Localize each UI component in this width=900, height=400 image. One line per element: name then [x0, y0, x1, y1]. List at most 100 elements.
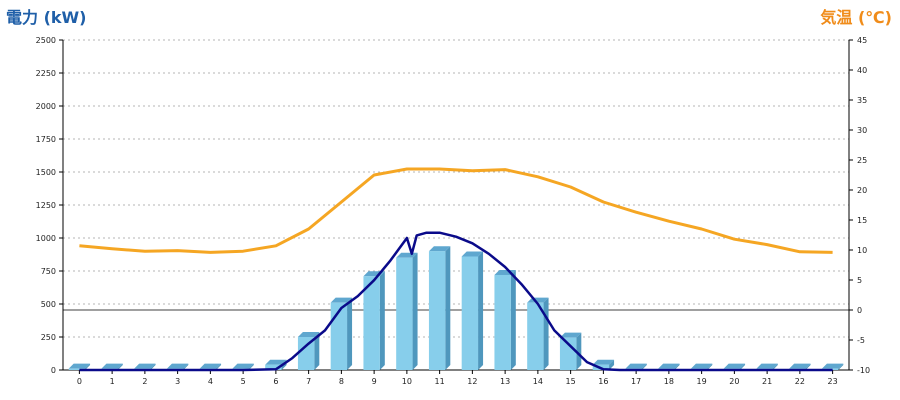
right-tick-label-6: 20 [857, 186, 867, 195]
x-tick-label-3: 3 [175, 377, 180, 386]
bar-side-10 [412, 252, 418, 370]
right-tick-label-9: 35 [857, 96, 867, 105]
left-tick-label-7: 1750 [36, 135, 56, 144]
bar-top-11 [428, 246, 451, 252]
left-tick-label-10: 2500 [36, 36, 56, 45]
bar-side-15 [576, 332, 582, 370]
x-tick-label-16: 16 [598, 377, 608, 386]
bar-side-17 [641, 363, 647, 370]
right-tick-label-1: -5 [857, 336, 865, 345]
bar-side-23 [838, 363, 844, 370]
bar-front-7 [297, 337, 315, 370]
bar-top-5 [232, 363, 254, 369]
bar-top-0 [68, 363, 91, 369]
bar-9 [363, 271, 385, 370]
x-tick-label-2: 2 [142, 377, 147, 386]
bar-side-2 [150, 363, 156, 370]
x-tick-label-17: 17 [631, 377, 641, 386]
bar-top-19 [690, 363, 713, 369]
x-tick-label-8: 8 [339, 377, 344, 386]
x-tick-label-13: 13 [500, 377, 510, 386]
right-tick-label-3: 5 [857, 276, 862, 285]
x-tick-label-1: 1 [110, 377, 115, 386]
x-tick-label-14: 14 [533, 377, 543, 386]
x-tick-label-15: 15 [566, 377, 576, 386]
bar-side-14 [543, 297, 549, 370]
bar-side-11 [445, 246, 451, 370]
x-tick-label-7: 7 [306, 377, 311, 386]
left-tick-label-8: 2000 [36, 102, 56, 111]
bar-top-3 [166, 363, 189, 369]
bar-top-15 [559, 332, 582, 338]
bar-12 [461, 251, 484, 370]
bar-11 [428, 246, 451, 370]
bar-7 [297, 332, 320, 370]
left-tick-label-4: 1000 [36, 234, 56, 243]
bar-top-23 [821, 363, 844, 369]
bar-side-5 [248, 363, 254, 370]
left-tick-label-6: 1500 [36, 168, 56, 177]
bar-side-18 [674, 363, 680, 370]
x-tick-label-9: 9 [372, 377, 377, 386]
bar-side-9 [379, 271, 385, 370]
left-axis-title: 電力 (kW) [6, 8, 87, 27]
bar-top-4 [199, 363, 222, 369]
x-tick-label-19: 19 [697, 377, 707, 386]
bar-side-7 [314, 332, 320, 370]
left-tick-label-5: 1250 [36, 201, 56, 210]
bar-top-7 [297, 332, 320, 337]
left-tick-label-3: 750 [41, 267, 56, 276]
bar-top-8 [330, 297, 353, 303]
bar-side-13 [510, 269, 516, 370]
bar-side-1 [117, 363, 123, 370]
x-tick-label-21: 21 [762, 377, 772, 386]
bar-14 [527, 297, 549, 370]
bar-0 [68, 363, 91, 370]
x-tick-label-10: 10 [402, 377, 412, 386]
bar-top-17 [625, 363, 647, 369]
bar-10 [396, 252, 418, 370]
bar-front-10 [396, 257, 413, 370]
bar-top-18 [658, 363, 680, 369]
left-tick-label-2: 500 [41, 300, 56, 309]
right-tick-label-4: 10 [857, 246, 867, 255]
bar-side-3 [183, 363, 189, 370]
right-tick-label-10: 40 [857, 66, 867, 75]
bar-8 [330, 297, 353, 370]
bar-top-1 [101, 363, 123, 369]
x-tick-label-0: 0 [77, 377, 82, 386]
power-line [79, 231, 833, 372]
x-tick-label-20: 20 [729, 377, 739, 386]
bar-side-4 [216, 363, 222, 370]
temperature-line [79, 167, 833, 254]
bar-15 [559, 332, 582, 370]
left-tick-label-0: 0 [51, 366, 56, 375]
bar-front-6 [265, 364, 282, 370]
bar-side-0 [85, 363, 91, 370]
right-tick-label-5: 15 [857, 216, 867, 225]
bar-side-22 [805, 363, 811, 370]
bar-side-19 [707, 363, 713, 370]
right-tick-label-0: -10 [857, 366, 870, 375]
bar-side-8 [347, 297, 353, 370]
bar-side-21 [772, 363, 778, 370]
x-tick-label-18: 18 [664, 377, 674, 386]
bar-top-21 [756, 363, 778, 369]
right-tick-label-8: 30 [857, 126, 867, 135]
x-tick-label-6: 6 [273, 377, 278, 386]
bar-front-13 [494, 274, 511, 370]
bar-13 [494, 269, 516, 370]
x-tick-label-23: 23 [828, 377, 838, 386]
bar-front-12 [461, 256, 479, 370]
bar-side-12 [478, 251, 484, 370]
bar-top-6 [265, 359, 287, 365]
left-tick-label-9: 2250 [36, 69, 56, 78]
bar-front-14 [527, 302, 544, 370]
bar-front-11 [428, 251, 446, 370]
x-tick-label-4: 4 [208, 377, 213, 386]
bar-front-9 [363, 276, 380, 370]
bar-top-16 [592, 359, 615, 365]
bar-side-16 [609, 359, 615, 370]
